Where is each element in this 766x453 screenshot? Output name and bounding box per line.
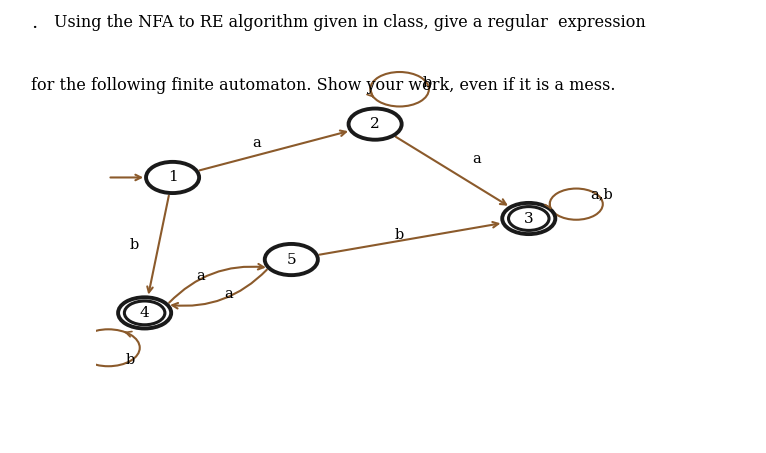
- Text: for the following finite automaton. Show your work, even if it is a mess.: for the following finite automaton. Show…: [31, 77, 615, 94]
- Text: a: a: [472, 152, 481, 166]
- Text: b: b: [129, 238, 139, 252]
- Text: b: b: [126, 353, 136, 367]
- Text: .: .: [31, 14, 37, 32]
- Circle shape: [118, 297, 171, 328]
- Text: a: a: [252, 135, 260, 149]
- Text: a: a: [196, 269, 205, 283]
- Text: 1: 1: [168, 170, 178, 184]
- Text: 3: 3: [524, 212, 534, 226]
- Circle shape: [265, 244, 318, 275]
- Text: a: a: [224, 287, 233, 301]
- Text: 2: 2: [370, 117, 380, 131]
- Text: a,b: a,b: [591, 187, 614, 201]
- Text: b: b: [423, 76, 432, 90]
- Text: b: b: [395, 228, 404, 242]
- Circle shape: [349, 109, 401, 140]
- Circle shape: [146, 162, 199, 193]
- Text: 4: 4: [139, 306, 149, 320]
- Text: 5: 5: [286, 252, 296, 266]
- Text: Using the NFA to RE algorithm given in class, give a regular  expression: Using the NFA to RE algorithm given in c…: [54, 14, 646, 31]
- Circle shape: [502, 203, 555, 234]
